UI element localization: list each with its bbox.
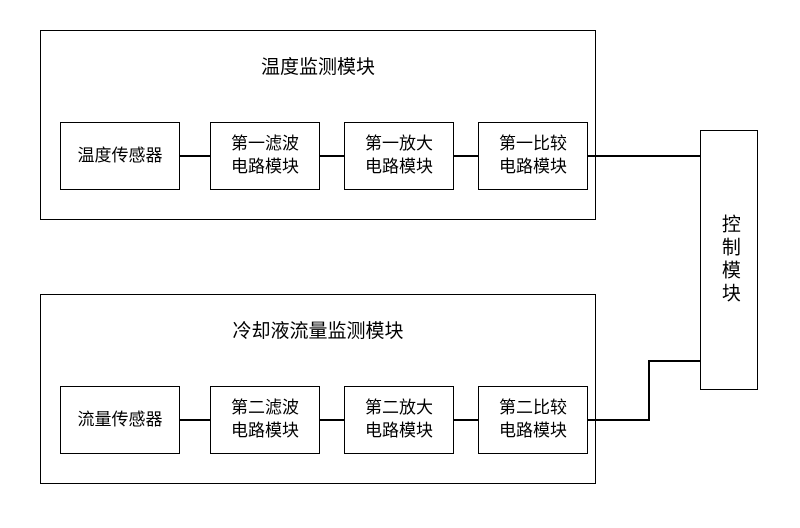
label-comp-1: 第一比较 电路模块 bbox=[493, 131, 573, 181]
label-flow-sensor: 流量传感器 bbox=[72, 407, 169, 434]
diagram-canvas: 温度监测模块 温度传感器 第一滤波 电路模块 第一放大 电路模块 第一比较 电路… bbox=[0, 0, 800, 528]
box-filter-2: 第二滤波 电路模块 bbox=[210, 386, 320, 454]
module-control: 控制模块 bbox=[700, 130, 758, 390]
connector bbox=[596, 419, 648, 421]
connector bbox=[648, 360, 700, 362]
module-top-title: 温度监测模块 bbox=[40, 52, 596, 79]
connector bbox=[454, 155, 478, 157]
label-control: 控制模块 bbox=[716, 214, 742, 306]
label-amp-1: 第一放大 电路模块 bbox=[359, 131, 439, 181]
box-amp-1: 第一放大 电路模块 bbox=[344, 122, 454, 190]
box-temp-sensor: 温度传感器 bbox=[60, 122, 180, 190]
module-bottom-title: 冷却液流量监测模块 bbox=[40, 316, 596, 343]
connector bbox=[180, 419, 210, 421]
connector bbox=[596, 155, 700, 157]
connector bbox=[320, 155, 344, 157]
box-flow-sensor: 流量传感器 bbox=[60, 386, 180, 454]
label-comp-2: 第二比较 电路模块 bbox=[493, 395, 573, 445]
connector bbox=[588, 419, 596, 421]
box-filter-1: 第一滤波 电路模块 bbox=[210, 122, 320, 190]
box-amp-2: 第二放大 电路模块 bbox=[344, 386, 454, 454]
connector bbox=[648, 360, 650, 421]
box-comp-1: 第一比较 电路模块 bbox=[478, 122, 588, 190]
label-filter-1: 第一滤波 电路模块 bbox=[225, 131, 305, 181]
connector bbox=[588, 155, 596, 157]
label-filter-2: 第二滤波 电路模块 bbox=[225, 395, 305, 445]
connector bbox=[320, 419, 344, 421]
label-amp-2: 第二放大 电路模块 bbox=[359, 395, 439, 445]
label-temp-sensor: 温度传感器 bbox=[72, 143, 169, 170]
connector bbox=[180, 155, 210, 157]
box-comp-2: 第二比较 电路模块 bbox=[478, 386, 588, 454]
connector bbox=[454, 419, 478, 421]
